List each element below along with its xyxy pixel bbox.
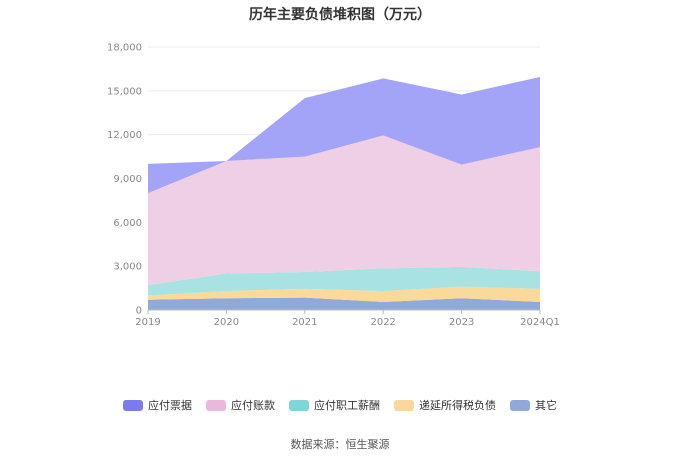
y-tick-label: 12,000 — [107, 130, 142, 141]
x-tick-label: 2019 — [135, 317, 160, 328]
x-tick-label: 2024Q1 — [520, 317, 560, 328]
legend-item[interactable]: 其它 — [510, 397, 557, 413]
area-series-递延所得税负债[interactable] — [148, 286, 540, 302]
legend-label: 应付账款 — [231, 399, 275, 412]
legend-item[interactable]: 应付票据 — [123, 397, 192, 413]
legend-swatch — [206, 399, 226, 411]
x-tick-label: 2021 — [292, 317, 317, 328]
legend-label: 应付职工薪酬 — [314, 399, 380, 412]
legend-swatch — [394, 399, 414, 411]
area-series-应付职工薪酬[interactable] — [148, 266, 540, 296]
y-tick-label: 0 — [136, 306, 142, 317]
area-series-其它[interactable] — [148, 297, 540, 310]
legend-item[interactable]: 应付账款 — [206, 397, 275, 413]
legend-swatch — [123, 399, 143, 411]
legend-swatch — [289, 399, 309, 411]
y-tick-label: 15,000 — [107, 86, 142, 97]
y-tick-label: 18,000 — [107, 43, 142, 54]
data-source: 数据来源：恒生聚源 — [290, 438, 390, 451]
x-tick-label: 2022 — [370, 317, 395, 328]
legend-label: 其它 — [535, 399, 557, 412]
y-tick-label: 3,000 — [113, 262, 142, 273]
area-series-应付账款[interactable] — [148, 135, 540, 286]
x-tick-label: 2023 — [449, 317, 474, 328]
legend-swatch — [510, 399, 530, 411]
area-series-应付票据[interactable] — [148, 76, 540, 194]
legend-item[interactable]: 递延所得税负债 — [394, 397, 496, 413]
y-tick-label: 6,000 — [113, 218, 142, 229]
x-tick-label: 2020 — [214, 317, 239, 328]
legend-item[interactable]: 应付职工薪酬 — [289, 397, 380, 413]
legend-label: 应付票据 — [148, 399, 192, 412]
legend: 应付票据 应付账款 应付职工薪酬 递延所得税负债 其它 — [0, 397, 680, 413]
chart-title: 历年主要负债堆积图（万元） — [249, 7, 431, 23]
y-tick-label: 9,000 — [113, 174, 142, 185]
area-layer — [148, 76, 540, 310]
axis-layer: 0 3,000 6,000 9,000 12,000 15,000 18,000 2019 20… — [107, 43, 560, 329]
legend-label: 递延所得税负债 — [419, 399, 496, 412]
